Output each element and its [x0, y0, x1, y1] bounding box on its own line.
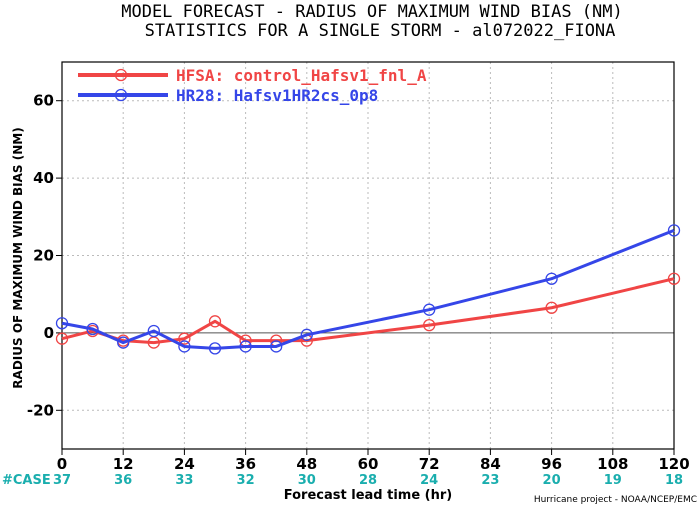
x-tick-label: 24	[174, 455, 195, 473]
x-tick-label: 72	[419, 455, 440, 473]
case-count: 19	[604, 473, 622, 488]
legend-marker-2	[114, 88, 128, 102]
series-group	[55, 224, 681, 355]
x-axis-label: Forecast lead time (hr)	[284, 488, 452, 503]
legend-marker-1	[114, 68, 128, 82]
x-tick-label: 0	[57, 455, 67, 473]
series-2-point	[270, 340, 283, 353]
x-tick-label: 48	[296, 455, 317, 473]
x-tick-label: 84	[480, 455, 501, 473]
series-2-point	[545, 272, 558, 285]
x-tick-label: 120	[658, 455, 689, 473]
legend-label-2: HR28: Hafsv1HR2cs_0p8	[176, 86, 378, 105]
credit-text: Hurricane project - NOAA/NCEP/EMC	[534, 495, 697, 505]
case-counts: 37 36 33 32 30 28 24 23 20 19 18	[53, 473, 683, 488]
y-tick-label: 20	[33, 247, 54, 265]
case-label: #CASE	[2, 473, 51, 488]
axis-ticks: 0 12 24 36 48 60 72 84 96 108 120 -20 0 20 40 60	[27, 92, 690, 473]
y-tick-label: 40	[33, 169, 54, 187]
legend-label-1: HFSA: control_Hafsv1_fnl_A	[176, 66, 427, 85]
grid	[62, 62, 674, 449]
series-1-point	[667, 272, 681, 285]
series-2-point	[55, 317, 69, 330]
case-count: 20	[543, 473, 561, 488]
case-count: 18	[665, 473, 683, 488]
x-tick-label: 12	[113, 455, 134, 473]
case-count: 24	[420, 473, 438, 488]
x-tick-label: 60	[358, 455, 379, 473]
series-1-point	[545, 301, 558, 314]
x-tick-label: 36	[235, 455, 256, 473]
x-tick-label: 96	[541, 455, 562, 473]
case-count: 30	[298, 473, 316, 488]
y-axis-label: RADIUS OF MAXIMUM WIND BIAS (NM)	[11, 127, 25, 388]
series-2-point	[208, 342, 222, 355]
series-2-point	[117, 336, 130, 349]
case-count: 37	[53, 473, 71, 488]
x-tick-label: 108	[597, 455, 628, 473]
series-2-point	[147, 324, 160, 338]
y-tick-label: 0	[44, 324, 54, 342]
y-tick-label: 60	[33, 92, 54, 110]
y-tick-label: -20	[27, 401, 54, 419]
series-2-point	[239, 340, 252, 353]
series-1-point	[208, 315, 222, 328]
case-count: 36	[114, 473, 132, 488]
case-count: 23	[481, 473, 499, 488]
series-2-point	[300, 328, 313, 341]
series-2-point	[178, 340, 191, 353]
series-2-point	[423, 303, 436, 316]
chart-subtitle: STATISTICS FOR A SINGLE STORM - al072022…	[145, 21, 616, 41]
case-count: 28	[359, 473, 377, 488]
series-1-point	[178, 332, 191, 345]
chart-title: MODEL FORECAST - RADIUS OF MAXIMUM WIND …	[121, 2, 623, 22]
case-count: 33	[175, 473, 193, 488]
series-2-point	[86, 322, 99, 336]
series-1-point	[423, 319, 436, 332]
series-1-point	[55, 332, 69, 345]
case-count: 32	[237, 473, 255, 488]
series-2-point	[667, 224, 681, 237]
